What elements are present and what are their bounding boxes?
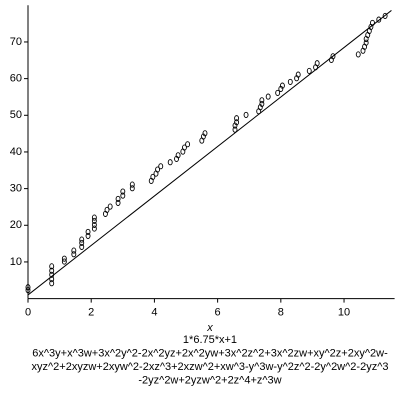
scatter-point (259, 100, 265, 107)
scatter-point (71, 251, 77, 258)
scatter-point (265, 93, 271, 100)
scatter-point (287, 78, 293, 85)
scatter-point (363, 39, 369, 46)
scatter-point (91, 214, 97, 221)
scatter-point (382, 12, 388, 19)
y-tick-label: 70 (10, 36, 22, 48)
scatter-point (79, 236, 85, 243)
scatter-point (376, 16, 382, 23)
scatter-point (104, 206, 110, 213)
y-tick-label: 10 (10, 256, 22, 268)
x-tick-label: 4 (151, 307, 157, 319)
scatter-point (129, 185, 135, 192)
y-tick-label: 30 (10, 183, 22, 195)
y-tick-label: 50 (10, 109, 22, 121)
scatter-point (25, 284, 31, 291)
scatter-point (115, 199, 121, 206)
scatter-point (120, 188, 126, 195)
y-tick-label: 40 (10, 146, 22, 158)
scatter-point (150, 173, 156, 180)
scatter-point (355, 51, 361, 58)
x-tick-label: 0 (25, 307, 31, 319)
scatter-point (202, 130, 208, 137)
legend-line: 1*6.75*x+1 (183, 334, 237, 346)
scatter-point (49, 263, 55, 270)
legend-line: 6x^3y+x^3w+3x^2y^2-2x^2yz+2x^2yw+3x^2z^2… (32, 347, 388, 359)
scatter-point (234, 115, 240, 122)
scatter-point (232, 126, 238, 133)
scatter-point (91, 225, 97, 232)
scatter-point (85, 228, 91, 235)
scatter-point (181, 144, 187, 151)
scatter-point (167, 159, 173, 166)
scatter-point (71, 247, 77, 254)
scatter-point (259, 97, 265, 104)
y-tick-label: 20 (10, 219, 22, 231)
fit-line (27, 10, 392, 296)
y-tick-label: 60 (10, 73, 22, 85)
scatter-point (155, 166, 161, 173)
scatter-point (49, 267, 55, 274)
x-axis-label: x (206, 322, 213, 334)
scatter-point (120, 192, 126, 199)
scatter-point (79, 239, 85, 246)
x-tick-label: 2 (88, 307, 94, 319)
scatter-point (314, 60, 320, 67)
scatter-point (61, 258, 67, 265)
scatter-point (306, 67, 312, 74)
x-tick-label: 8 (278, 307, 284, 319)
scatter-point (185, 141, 191, 148)
scatter-point (295, 71, 301, 78)
scatter-point (25, 287, 31, 294)
scatter-point (234, 119, 240, 126)
legend-line: -2yz^2w+2yzw^2+2z^4+z^3w (138, 374, 281, 386)
scatter-point (279, 82, 285, 89)
x-tick-label: 6 (215, 307, 221, 319)
scatter-point (107, 203, 113, 210)
x-tick-label: 10 (338, 307, 350, 319)
scatter-point (91, 217, 97, 224)
scatter-point (79, 243, 85, 250)
scatter-point (275, 89, 281, 96)
scatter-point (175, 152, 181, 159)
scatter-point (115, 195, 121, 202)
scatter-point (158, 163, 164, 170)
scatter-point (49, 280, 55, 287)
scatter-point (129, 181, 135, 188)
scatter-point (330, 53, 336, 60)
scatter-point (91, 221, 97, 228)
scatter-point (243, 111, 249, 118)
scatter-point (61, 255, 67, 262)
scatter-point (85, 232, 91, 239)
legend-line: xyz^2+2xyzw+2xyw^2-2xz^3+2xzw^2+xw^3-y^3… (32, 361, 389, 373)
